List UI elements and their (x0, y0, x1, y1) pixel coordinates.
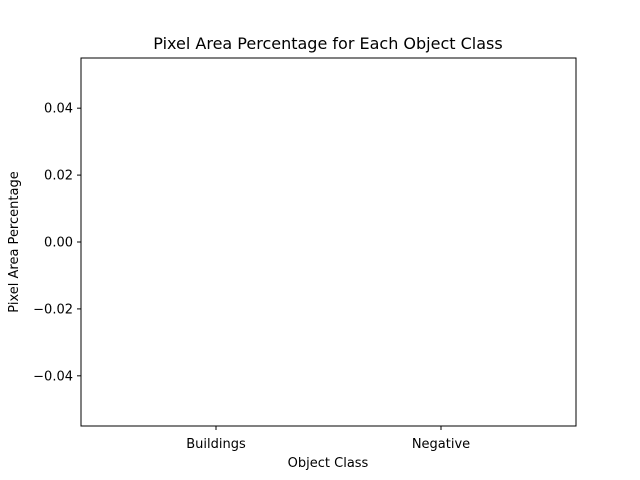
y-tick-label: −0.02 (33, 302, 73, 317)
y-tick-label: 0.02 (44, 169, 73, 184)
x-axis-ticks: Buildings Negative (186, 426, 470, 452)
x-tick-label: Negative (412, 437, 470, 452)
y-tick-label: −0.04 (33, 369, 73, 384)
y-tick-label: 0.04 (44, 102, 73, 117)
y-tick-label: 0.00 (44, 236, 73, 251)
y-axis-label: Pixel Area Percentage (7, 171, 22, 312)
x-axis-label: Object Class (288, 456, 369, 471)
x-tick-label: Buildings (186, 437, 246, 452)
chart-title: Pixel Area Percentage for Each Object Cl… (153, 34, 502, 53)
y-axis-ticks: 0.04 0.02 0.00 −0.02 −0.04 (33, 102, 81, 384)
